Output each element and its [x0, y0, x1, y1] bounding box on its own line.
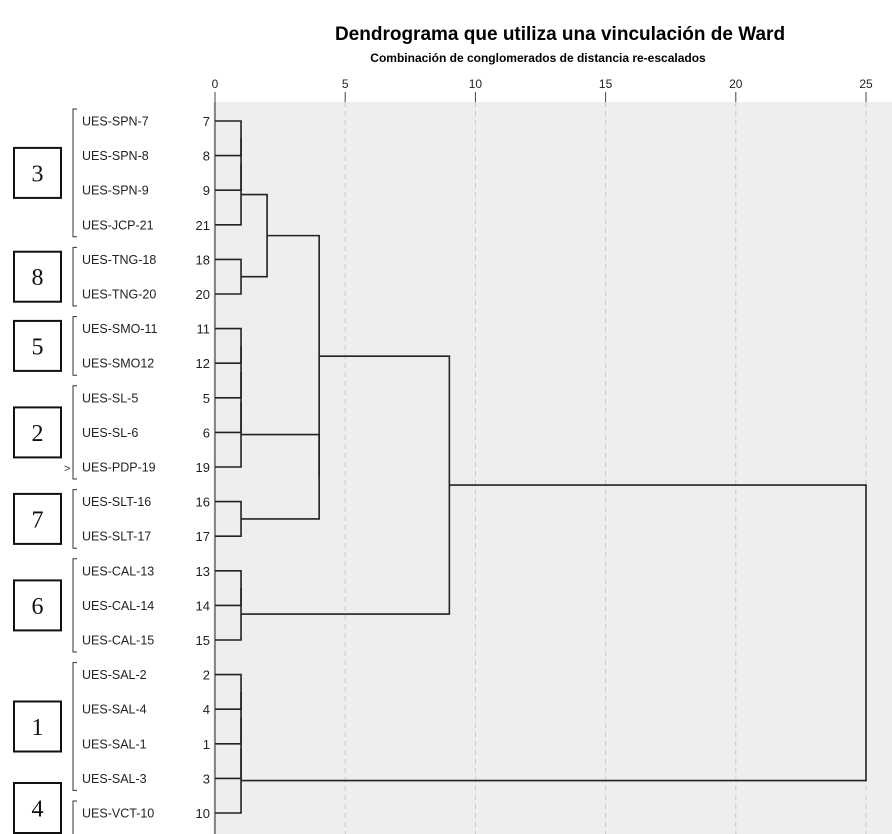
leaf-label: UES-SPN-9: [82, 184, 149, 198]
group-bracket: [72, 246, 77, 307]
leaf-label: UES-SLT-17: [82, 530, 151, 544]
leaf-number: 16: [196, 495, 210, 510]
leaf-number: 17: [196, 529, 210, 544]
group-number-box: [13, 579, 62, 632]
leaf-label: UES-SAL-4: [82, 703, 147, 717]
leaf-number: 13: [196, 564, 210, 579]
group-number-label: 8: [32, 265, 44, 291]
leaf-label: UES-SMO12: [82, 357, 154, 371]
merge-link-K: [241, 433, 320, 520]
group-annotations: 3 8 5 2 7 6 1 4: [13, 108, 77, 834]
leaf-number: 20: [196, 287, 210, 302]
group-bracket: [72, 558, 77, 653]
leaf-label: UES-CAL-14: [82, 599, 154, 613]
group-number-box: [13, 250, 62, 303]
leaf-number: 9: [203, 183, 210, 198]
group-number-label: 2: [32, 421, 44, 447]
arrow-marker: >: [64, 463, 70, 475]
leaf-number: 15: [196, 633, 210, 648]
leaf-number: 4: [203, 702, 210, 717]
group-number-box: [13, 319, 62, 372]
group-bracket: [72, 662, 77, 791]
grid-lines: [344, 102, 737, 834]
group-number-box: [13, 146, 62, 199]
leaf-number: 1: [203, 737, 210, 752]
leaf-label: UES-SL-6: [82, 426, 138, 440]
leaf-label: UES-TNG-18: [82, 253, 156, 267]
x-tick-label-20: 20: [729, 77, 743, 91]
x-tick-label-5: 5: [342, 77, 349, 91]
group-bracket: [72, 800, 77, 834]
leaf-label: UES-SPN-8: [82, 149, 149, 163]
group-number-label: 4: [32, 797, 44, 823]
leaf-number: 6: [203, 425, 210, 440]
x-tick-label-10: 10: [469, 77, 483, 91]
group-number-label: 5: [32, 334, 44, 360]
leaf-number: 19: [196, 460, 210, 475]
group-bracket: [72, 489, 77, 549]
x-tick-label-25: 25: [859, 77, 873, 91]
group-number-label: 3: [32, 161, 44, 187]
merge-link-N: [215, 588, 242, 641]
leaf-number: 21: [196, 218, 210, 233]
group-bracket: [72, 108, 77, 238]
leaf-number: 11: [197, 322, 211, 337]
leaf-number: 10: [196, 806, 210, 821]
x-tick-label-0: 0: [212, 77, 219, 91]
group-number-box: [13, 782, 62, 834]
group-number-label: 6: [32, 594, 44, 620]
leaf-label: UES-SAL-3: [82, 772, 147, 786]
leaf-label: UES-CAL-13: [82, 564, 154, 578]
leaf-number: 5: [203, 391, 210, 406]
group-number-label: 7: [32, 507, 44, 533]
group-bracket: [72, 385, 77, 480]
group-bracket: [72, 316, 77, 376]
merge-link-S: [215, 748, 242, 814]
chart-title: Dendrograma que utiliza una vinculación …: [335, 24, 785, 45]
leaf-label: UES-PDP-19: [82, 461, 156, 475]
leaf-number: 12: [196, 356, 210, 371]
merge-link-T: [241, 484, 867, 782]
merge-link-C: [215, 164, 242, 226]
leaf-label: UES-SAL-1: [82, 737, 147, 751]
leaf-number: 8: [203, 149, 210, 164]
merge-link-L: [267, 234, 320, 477]
group-number-box: [13, 700, 62, 753]
leaf-label: UES-SL-5: [82, 391, 138, 405]
leaf-label: UES-SMO-11: [82, 322, 158, 336]
leaf-label: UES-VCT-10: [82, 807, 154, 821]
x-tick-label-15: 15: [599, 77, 613, 91]
leaf-label: UES-JCP-21: [82, 218, 154, 232]
leaf-label: UES-SPN-7: [82, 115, 149, 129]
leaf-label: UES-CAL-15: [82, 634, 154, 648]
chart-subtitle: Combinación de conglomerados de distanci…: [370, 51, 706, 65]
leaf-number: 14: [196, 598, 210, 613]
leaf-number: 18: [196, 252, 210, 267]
leaf-number: 7: [203, 114, 210, 129]
leaf-number: 3: [203, 771, 210, 786]
leaf-label: UES-SAL-2: [82, 668, 147, 682]
leaf-label: UES-SLT-16: [82, 495, 151, 509]
group-number-label: 1: [32, 715, 44, 741]
leaf-number: 2: [203, 668, 210, 683]
merge-link-I: [215, 402, 242, 468]
group-number-box: [13, 492, 62, 545]
plot-area: [213, 102, 892, 834]
leaf-labels: UES-SPN-7 7 UES-SPN-8 8 UES-SPN-9 9 UES-JCP-21…: [82, 114, 210, 821]
group-number-box: [13, 406, 62, 459]
dendrogram-links: [215, 120, 867, 814]
leaf-label: UES-TNG-20: [82, 288, 156, 302]
